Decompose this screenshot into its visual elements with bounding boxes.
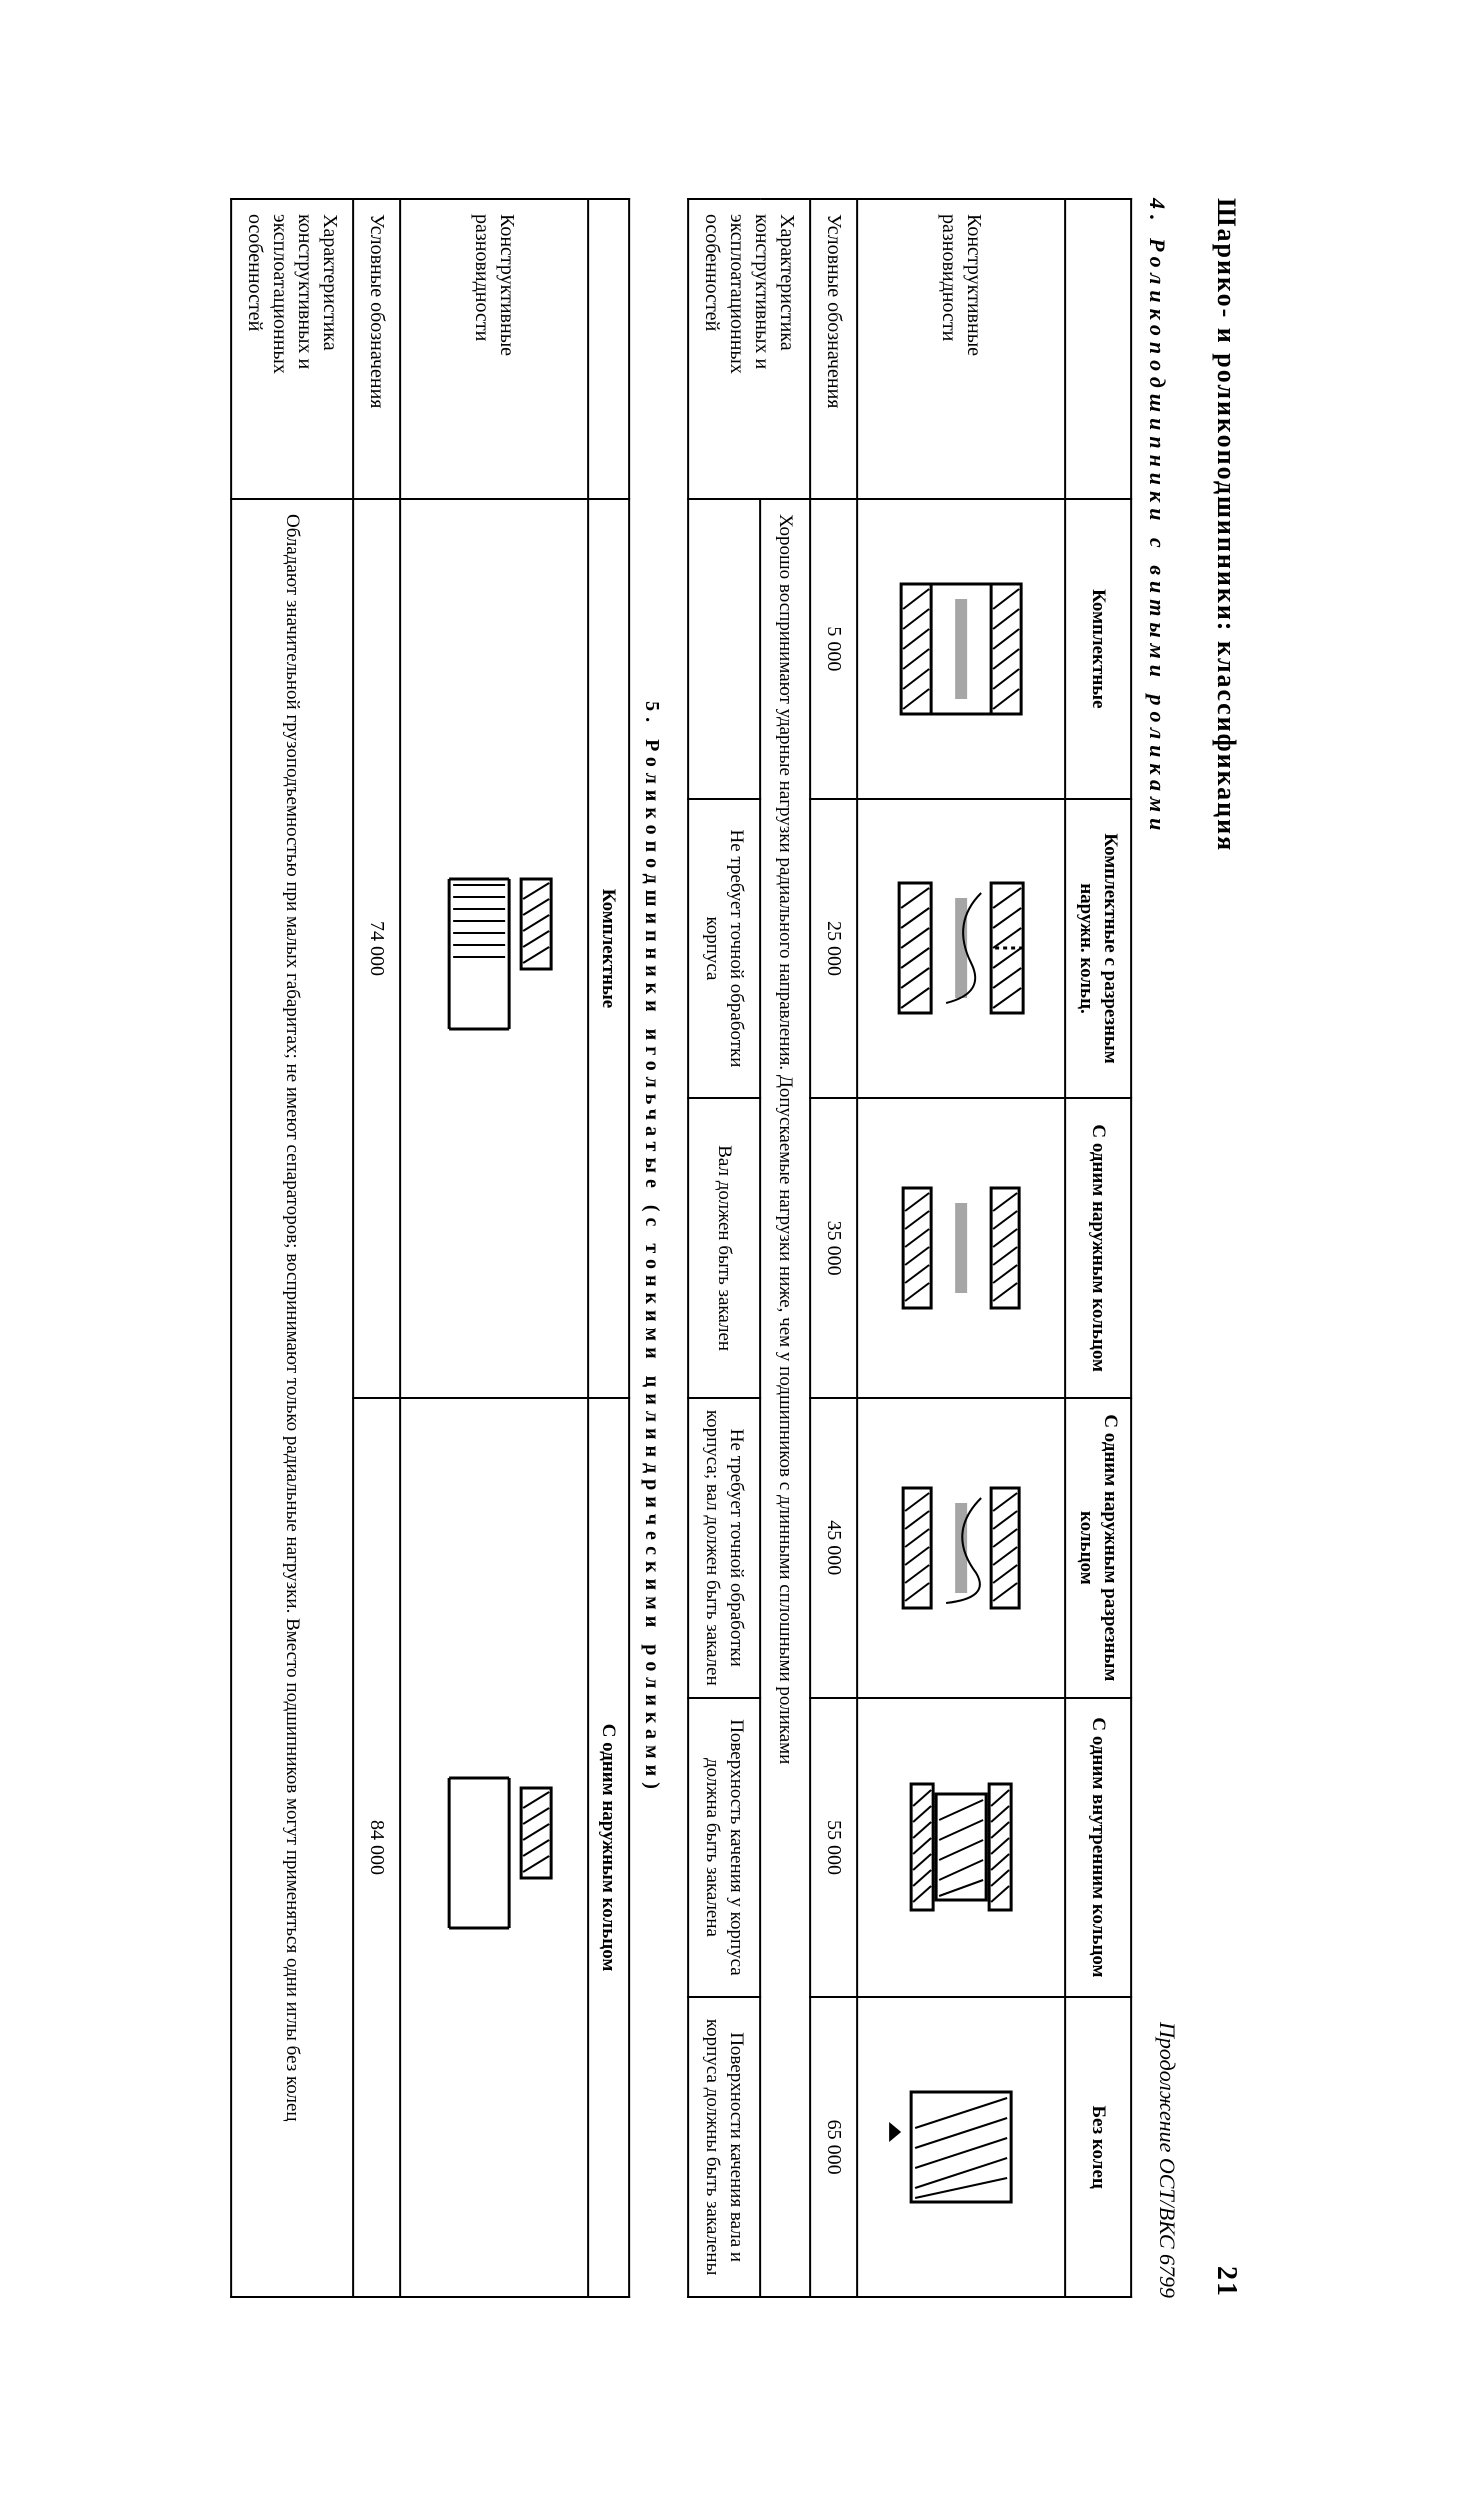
char-cell: Поверхности качения вала и корпуса должн… bbox=[689, 1997, 761, 2297]
table4-char-row2: Не требует точной обработки корпуса Вал … bbox=[689, 199, 761, 2297]
table5-caption: 5. Роликоподшипники игольчатые (с тонким… bbox=[641, 198, 664, 2298]
table4-head-row: Комплектные Комплектные с разрезным нару… bbox=[1066, 199, 1132, 2297]
page-content: Шарико- и роликоподшипники: классификаци… bbox=[230, 198, 1242, 2298]
sketch-needle-complete bbox=[400, 499, 588, 1398]
table5-char-row: Характеристика конструктивных и эксплоат… bbox=[231, 199, 353, 2297]
sketch-one-outer bbox=[858, 1098, 1066, 1398]
col-head: С одним наружным кольцом bbox=[588, 1398, 630, 2297]
table4-char-row1: Характеристика конструктивных и эксплоат… bbox=[760, 199, 810, 2297]
char-row1-cell: Хорошо воспринимают ударные нагрузки рад… bbox=[760, 499, 810, 2297]
char-cell: Поверхность качения у корпуса должна быт… bbox=[689, 1698, 761, 1998]
table4-sketch-row: Конструктивные разновидности bbox=[858, 199, 1066, 2297]
sketch-no-rings bbox=[858, 1997, 1066, 2297]
table5: Комплектные С одним наружным кольцом Кон… bbox=[230, 198, 631, 2298]
char-cell bbox=[689, 499, 761, 799]
col-head: Комплектные с разрезным наружн. кольц. bbox=[1066, 799, 1132, 1099]
row-label-designation: Условные обозначения bbox=[353, 199, 400, 499]
sketch-one-outer-split bbox=[858, 1398, 1066, 1698]
sketch-split-outer bbox=[858, 799, 1066, 1099]
table5-head-row: Комплектные С одним наружным кольцом bbox=[588, 199, 630, 2297]
page-number: 21 bbox=[1210, 2266, 1242, 2298]
table4-caption: 4. Роликоподшипники с витыми роликами bbox=[1144, 198, 1170, 836]
col-head: С одним внутренним кольцом bbox=[1066, 1698, 1132, 1998]
table4-continuation: Продолжение ОСТ/ВКС 6799 bbox=[1138, 2022, 1180, 2298]
designation-cell: 74 000 bbox=[353, 499, 400, 1398]
designation-cell: 45 000 bbox=[811, 1398, 858, 1698]
designation-cell: 25 000 bbox=[811, 799, 858, 1099]
table4: Комплектные Комплектные с разрезным нару… bbox=[688, 198, 1133, 2298]
table4-continuation-row: 4. Роликоподшипники с витыми роликами Пр… bbox=[1138, 198, 1180, 2298]
col-head: Комплектные bbox=[1066, 499, 1132, 799]
row-label-characteristics: Характеристика конструктивных и эксплоат… bbox=[689, 199, 811, 499]
designation-cell: 84 000 bbox=[353, 1398, 400, 2297]
designation-cell: 55 000 bbox=[811, 1698, 858, 1998]
col-head: Без колец bbox=[1066, 1997, 1132, 2297]
sketch-needle-one-outer bbox=[400, 1398, 588, 2297]
sketch-complete bbox=[858, 499, 1066, 799]
running-title: Шарико- и роликоподшипники: классификаци… bbox=[1211, 198, 1241, 852]
char-cell: Не требует точной обработки корпуса; вал… bbox=[689, 1398, 761, 1698]
running-header: Шарико- и роликоподшипники: классификаци… bbox=[1210, 198, 1242, 2298]
sketch-one-inner bbox=[858, 1698, 1066, 1998]
designation-cell: 35 000 bbox=[811, 1098, 858, 1398]
col-head: С одним наружным кольцом bbox=[1066, 1098, 1132, 1398]
designation-cell: 65 000 bbox=[811, 1997, 858, 2297]
designation-cell: 5 000 bbox=[811, 499, 858, 799]
blank-head bbox=[1066, 199, 1132, 499]
blank-head bbox=[588, 199, 630, 499]
col-head: С одним наружным разрезным кольцом bbox=[1066, 1398, 1132, 1698]
table4-designation-row: Условные обозначения 5 000 25 000 35 000… bbox=[811, 199, 858, 2297]
col-head: Комплектные bbox=[588, 499, 630, 1398]
char-cell: Вал должен быть закален bbox=[689, 1098, 761, 1398]
row-label-designation: Условные обозначения bbox=[811, 199, 858, 499]
row-label-characteristics: Характеристика конструктивных и эксплоат… bbox=[231, 199, 353, 499]
table5-sketch-row: Конструктивные разновидности bbox=[400, 199, 588, 2297]
row-label-design: Конструктивные разновидности bbox=[858, 199, 1066, 499]
char-cell: Не требует точной обработки корпуса bbox=[689, 799, 761, 1099]
row-label-design: Конструктивные разновидности bbox=[400, 199, 588, 499]
table5-note: Обладают значительной грузоподъемностью … bbox=[231, 499, 353, 2297]
table5-designation-row: Условные обозначения 74 000 84 000 bbox=[353, 199, 400, 2297]
